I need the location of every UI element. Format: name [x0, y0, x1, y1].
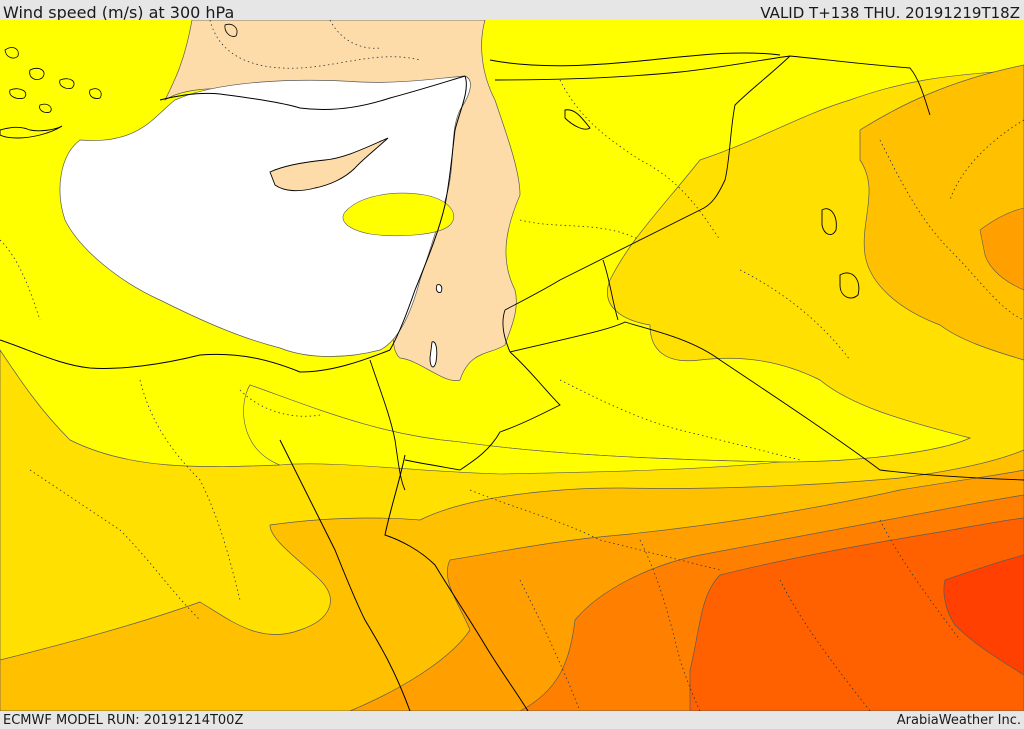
levant-coast	[389, 75, 467, 351]
dead-sea	[429, 341, 438, 368]
aegean-islands	[4, 23, 238, 113]
turkey-coast	[159, 75, 466, 110]
lake-assad	[564, 109, 591, 130]
crete-island	[0, 125, 63, 139]
band-amber-ne	[859, 64, 1024, 361]
map-title: Wind speed (m/s) at 300 hPa	[3, 3, 235, 22]
band-red	[943, 554, 1024, 676]
coastlines	[0, 52, 781, 373]
header-bar: Wind speed (m/s) at 300 hPa VALID T+138 …	[0, 0, 1024, 22]
red-sea-coast-east	[384, 454, 529, 711]
footer-bar: ECMWF MODEL RUN: 20191214T00Z ArabiaWeat…	[0, 711, 1024, 729]
map-canvas	[0, 20, 1024, 711]
country-borders	[369, 55, 1024, 491]
cyprus-island	[269, 137, 389, 192]
band-red-orange	[689, 517, 1024, 711]
red-sea-coast	[279, 439, 411, 711]
sea-of-galilee	[435, 284, 443, 293]
band-orange-ne	[979, 207, 1024, 291]
province-borders	[0, 20, 1024, 711]
band-yellow-sinai	[243, 384, 781, 475]
band-white	[59, 75, 471, 357]
egypt-libya-coast	[0, 339, 391, 373]
credit-label: ArabiaWeather Inc.	[896, 713, 1021, 728]
lake-razazza	[839, 272, 860, 299]
band-yellow-blob	[342, 192, 455, 237]
valid-time-label: VALID T+138 THU. 20191219T18Z	[760, 4, 1020, 22]
model-run-label: ECMWF MODEL RUN: 20191214T00Z	[3, 713, 244, 728]
lake-tharthar	[821, 208, 837, 236]
wind-speed-map	[0, 20, 1024, 711]
black-sea-coast	[489, 52, 781, 67]
